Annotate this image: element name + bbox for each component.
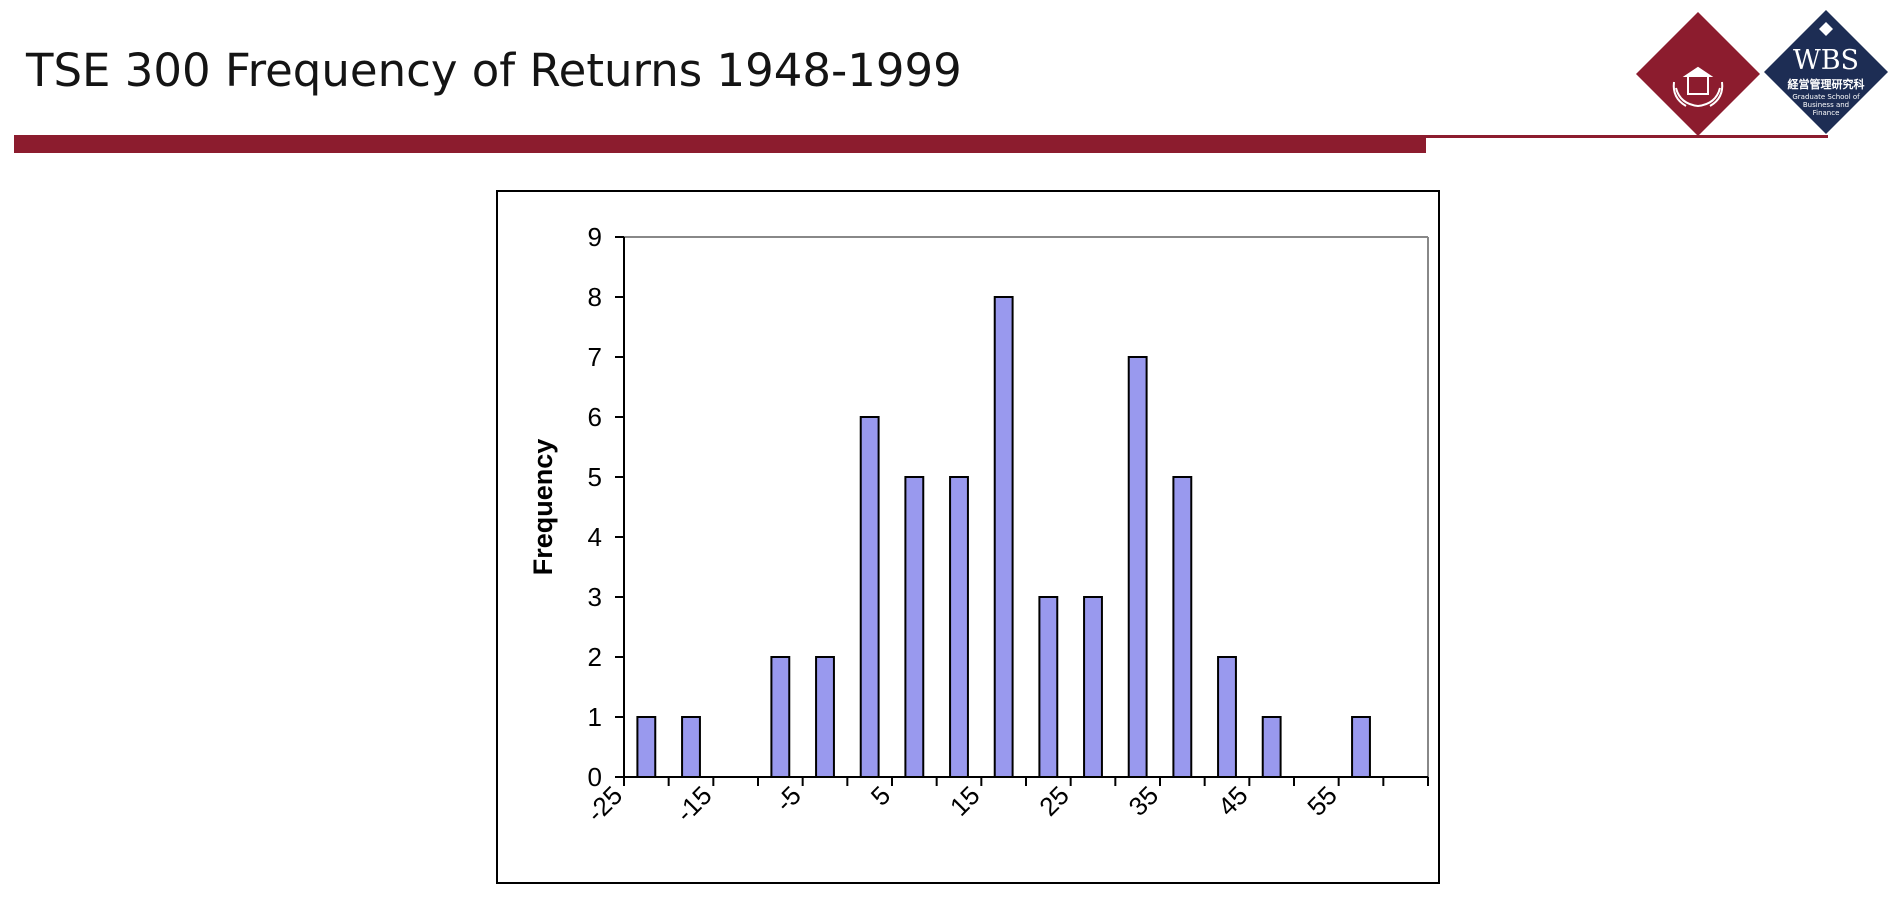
histogram-bar — [1261, 716, 1282, 778]
x-tick-label: -15 — [670, 780, 718, 828]
histogram-bar — [770, 656, 791, 778]
slide-title: TSE 300 Frequency of Returns 1948-1999 — [26, 44, 962, 97]
histogram-bar — [1038, 596, 1059, 778]
y-axis-label: Frequency — [528, 439, 558, 576]
logo-japanese-text: 経営管理研究科 — [1788, 77, 1865, 91]
navy-diamond-emblem — [1764, 10, 1888, 134]
x-tick-label: 25 — [1033, 780, 1075, 822]
title-underline-bar — [14, 135, 1426, 153]
y-tick-label: 2 — [588, 642, 602, 672]
histogram-bar — [681, 716, 701, 778]
y-tick-label: 4 — [588, 522, 602, 552]
y-tick-label: 1 — [588, 702, 602, 732]
y-tick-label: 0 — [588, 762, 602, 792]
histogram-bar — [1127, 356, 1148, 778]
x-tick-label: 15 — [944, 780, 986, 822]
logo-subtitle-line: Business and — [1803, 101, 1849, 109]
histogram-bar — [859, 416, 880, 778]
logo-wbs-text: WBS — [1793, 45, 1859, 76]
y-tick-label: 7 — [588, 342, 602, 372]
logo-subtitle-line: Finance — [1813, 109, 1840, 117]
histogram-bar — [993, 296, 1014, 778]
y-tick-label: 6 — [588, 402, 602, 432]
title-underline-thin — [1426, 135, 1828, 138]
histogram-bar — [636, 716, 657, 778]
x-tick-label: 45 — [1212, 780, 1254, 822]
y-tick-label: 8 — [588, 282, 602, 312]
small-diamond-icon — [1819, 22, 1833, 36]
histogram-bar — [1172, 476, 1193, 778]
x-tick-label: 35 — [1123, 780, 1165, 822]
chart-frame: Frequency 0 1 2 3 4 5 6 7 8 9 -25 -15 -5 5 15 25 35 45 55 — [496, 190, 1440, 884]
histogram-bar — [904, 476, 925, 778]
histogram-bar — [815, 656, 835, 778]
university-logo: WBS 経営管理研究科 Graduate School of Business … — [1636, 10, 1888, 136]
y-tick-label: 3 — [588, 582, 602, 612]
logo-subtitle-line: Graduate School of — [1792, 93, 1860, 101]
histogram-bar — [1083, 596, 1103, 778]
y-tick-label: 9 — [588, 222, 602, 252]
histogram-bar — [949, 476, 969, 778]
histogram-bar — [1351, 716, 1371, 778]
x-tick-label: -5 — [769, 780, 807, 818]
crest-icon — [1672, 66, 1724, 108]
histogram-bar — [1217, 656, 1237, 778]
y-tick-label: 5 — [588, 462, 602, 492]
x-tick-label: 55 — [1301, 780, 1343, 822]
